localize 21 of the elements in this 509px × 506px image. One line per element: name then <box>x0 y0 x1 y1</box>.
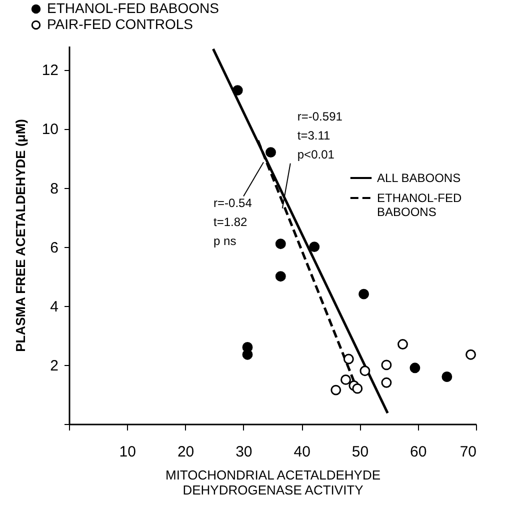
y-axis-title: PLASMA FREE ACETALDEHYDE (μM) <box>12 119 28 352</box>
y-tick-label: 4 <box>50 298 58 316</box>
x-tick-label: 40 <box>294 444 310 460</box>
annotation: r=-0.54 t=1.82 p ns <box>214 196 252 248</box>
y-tick-label: 2 <box>50 357 58 374</box>
x-axis-title: MITOCHONDRIAL ACETALDEHYDE DEHYDROGENASE ACTIVITY <box>165 468 381 498</box>
x-tick-label: 60 <box>410 444 427 460</box>
y-tick-label: 8 <box>50 180 58 198</box>
legend-label: ETHANOL-FED BABOONS <box>47 0 219 16</box>
legend-label: ETHANOL-FED BABOONS <box>377 191 462 219</box>
x-tick-label: 50 <box>352 444 369 460</box>
y-tick-label: 12 <box>42 62 58 80</box>
y-tick-label: 6 <box>50 239 58 256</box>
legend-label: PAIR-FED CONTROLS <box>47 16 193 32</box>
annotation: r=-0.591 t=3.11 p<0.01 <box>297 109 343 162</box>
x-tick-label: 70 <box>460 444 476 460</box>
y-tick-label: 10 <box>42 121 58 138</box>
x-tick-label: 30 <box>236 444 252 460</box>
legend-label: ALL BABOONS <box>377 171 461 185</box>
x-tick-label: 20 <box>177 444 194 460</box>
x-tick-label: 10 <box>119 444 136 460</box>
